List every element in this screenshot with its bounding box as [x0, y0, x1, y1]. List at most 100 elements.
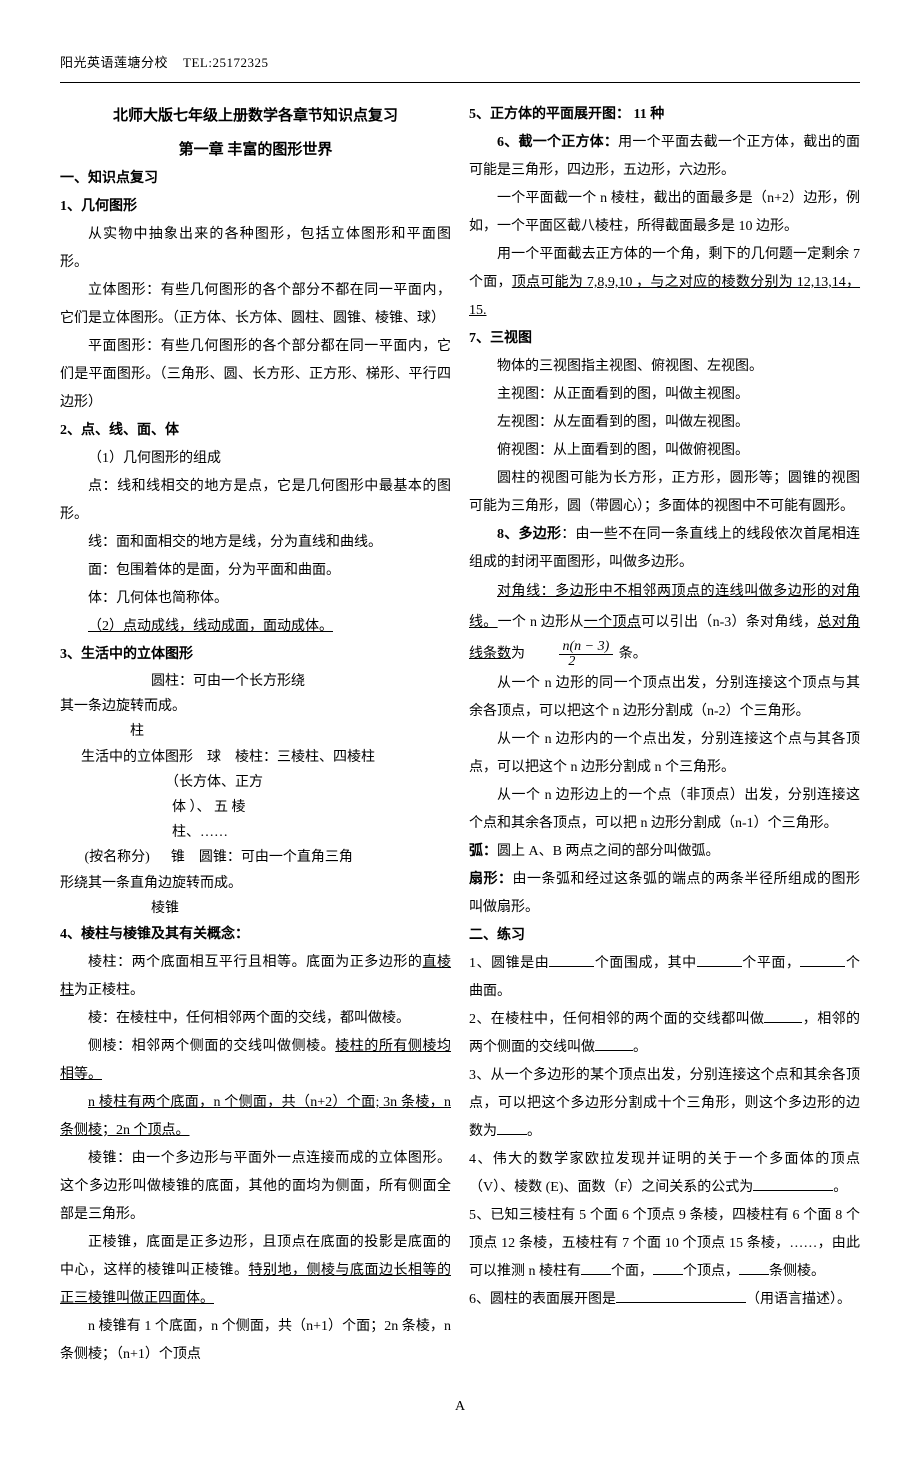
tree-l3: 生活中的立体图形 球 棱柱：三棱柱、四棱柱 — [60, 745, 451, 770]
p1c: 平面图形：有些几何图形的各个部分都在同一平面内，它们是平面图形。（三角形、圆、长… — [60, 333, 451, 417]
p4c-pre: 侧棱：相邻两个侧面的交线叫做侧棱。 — [88, 1039, 335, 1054]
q4a: 4、伟大的数学家欧拉发现并证明的关于一个多面体的顶点（V）、棱数 (E)、面数（… — [469, 1152, 860, 1195]
p6b: 一个平面截一个 n 棱柱，截出的面最多是（n+2）边形，例如，一个平面区截八棱柱… — [469, 185, 860, 241]
q1b: 个面围成，其中 — [594, 956, 696, 971]
q1c: 个平面， — [742, 956, 801, 971]
tree-l7b: 形绕其一条直角边旋转而成。 — [60, 871, 451, 896]
q1a: 1、圆锥是由 — [469, 956, 549, 971]
p8f-head: 弧： — [469, 844, 497, 859]
tree-l4: （长方体、正方 — [60, 770, 451, 795]
p8g-text: 由一条弧和经过这条弧的端点的两条半径所组成的图形叫做扇形。 — [469, 872, 860, 915]
p2-head: 2、点、线、面、体 — [60, 417, 451, 445]
q1-blank1[interactable] — [549, 966, 594, 967]
p7c: 左视图：从左面看到的图，叫做左视图。 — [469, 409, 860, 437]
p3-head: 3、生活中的立体图形 — [60, 641, 451, 669]
p8f-text: 圆上 A、B 两点之间的部分叫做弧。 — [497, 844, 719, 859]
q2-blank2[interactable] — [595, 1050, 633, 1051]
q1-blank3[interactable] — [800, 966, 845, 967]
p1-head: 1、几何图形 — [60, 193, 451, 221]
exercise-head: 二、练习 — [469, 922, 860, 950]
p2c: 线：面和面相交的地方是线，分为直线和曲线。 — [60, 529, 451, 557]
q3: 3、从一个多边形的某个顶点出发，分别连接这个点和其余各顶点，可以把这个多边形分割… — [469, 1062, 860, 1146]
q2c: 。 — [633, 1040, 647, 1055]
diagonal-formula: n(n − 3) 2 — [531, 639, 614, 670]
chapter-title: 第一章 丰富的图形世界 — [60, 135, 451, 165]
q6-blank[interactable] — [616, 1302, 746, 1303]
p7d: 俯视图：从上面看到的图，叫做俯视图。 — [469, 437, 860, 465]
p1a: 从实物中抽象出来的各种图形，包括立体图形和平面图形。 — [60, 221, 451, 277]
p4d: n 棱柱有两个底面，n 个侧面，共（n+2）个面; 3n 条棱，n 条侧棱；2n… — [60, 1089, 451, 1145]
school-name: 阳光英语莲塘分校 — [60, 55, 168, 70]
p4c: 侧棱：相邻两个侧面的交线叫做侧棱。棱柱的所有侧棱均相等。 — [60, 1033, 451, 1089]
q4: 4、伟大的数学家欧拉发现并证明的关于一个多面体的顶点（V）、棱数 (E)、面数（… — [469, 1146, 860, 1202]
page-footer-letter: A — [60, 1393, 860, 1421]
p4a-post: 为正棱柱。 — [74, 983, 144, 998]
header-divider — [60, 82, 860, 83]
p8g: 扇形：由一条弧和经过这条弧的端点的两条半径所组成的图形叫做扇形。 — [469, 866, 860, 922]
p2a: （1）几何图形的组成 — [60, 445, 451, 473]
p8b-post: 为 — [511, 646, 525, 661]
p2b: 点：线和线相交的地方是点，它是几何图形中最基本的图形。 — [60, 473, 451, 529]
p4a-pre: 棱柱：两个底面相互平行且相等。底面为正多边形的 — [88, 955, 422, 970]
p8-head: 8、多边形 — [497, 527, 561, 542]
q3b: 。 — [527, 1124, 541, 1139]
p4b: 棱：在棱柱中，任何相邻两个面的交线，都叫做棱。 — [60, 1005, 451, 1033]
p5-head: 5、正方体的平面展开图： — [469, 107, 630, 122]
q2a: 2、在棱柱中，任何相邻的两个面的交线都叫做 — [469, 1012, 764, 1027]
p6-head: 6、截一个正方体： — [497, 135, 618, 150]
p2d: 面：包围着体的是面，分为平面和曲面。 — [60, 557, 451, 585]
q6: 6、圆柱的表面展开图是 （用语言描述）。 — [469, 1286, 860, 1314]
q5: 5、已知三棱柱有 5 个面 6 个顶点 9 条棱，四棱柱有 6 个面 8 个顶点… — [469, 1202, 860, 1286]
q4-blank[interactable] — [753, 1190, 833, 1191]
q4b: 。 — [833, 1180, 847, 1195]
formula-numerator: n(n − 3) — [559, 639, 614, 655]
p6: 6、截一个正方体：用一个平面去截一个正方体，截出的面可能是三角形，四边形，五边形… — [469, 129, 860, 185]
p8f: 弧：圆上 A、B 两点之间的部分叫做弧。 — [469, 838, 860, 866]
tree-l2: 柱 — [60, 719, 451, 744]
p8: 8、多边形：由一些不在同一条直线上的线段依次首尾相连组成的封闭平面图形，叫做多边… — [469, 521, 860, 577]
p8b-u2: 一个顶点 — [584, 615, 641, 630]
p8c: 从一个 n 边形的同一个顶点出发，分别连接这个顶点与其余各顶点，可以把这个 n … — [469, 670, 860, 726]
tree-l8: 棱锥 — [60, 896, 451, 921]
two-column-layout: 北师大版七年级上册数学各章节知识点复习 第一章 丰富的图形世界 一、知识点复习 … — [60, 101, 860, 1369]
section-1-head: 一、知识点复习 — [60, 165, 451, 193]
p2f: （2）点动成线，线动成面，面动成体。 — [60, 613, 451, 641]
p8d: 从一个 n 边形内的一个点出发，分别连接这个点与其各顶点，可以把这个 n 边形分… — [469, 726, 860, 782]
q3-blank[interactable] — [497, 1134, 527, 1135]
tel-number: 25172325 — [212, 55, 268, 70]
q5d: 条侧棱。 — [769, 1264, 825, 1279]
q5-blank1[interactable] — [581, 1274, 611, 1275]
p5: 5、正方体的平面展开图： 11 种 — [469, 101, 860, 129]
p8b-mid2: 可以引出（n-3）条对角线， — [641, 615, 817, 630]
q5-blank3[interactable] — [739, 1274, 769, 1275]
right-column: 5、正方体的平面展开图： 11 种 6、截一个正方体：用一个平面去截一个正方体，… — [469, 101, 860, 1369]
p1b: 立体图形：有些几何图形的各个部分不都在同一平面内，它们是立体图形。（正方体、长方… — [60, 277, 451, 333]
tree-l5: 体 ）、 五 棱 — [60, 795, 451, 820]
p7b: 主视图：从正面看到的图，叫做主视图。 — [469, 381, 860, 409]
tree-l1: 圆柱：可由一个长方形绕 — [60, 669, 451, 694]
page-header: 阳光英语莲塘分校 TEL:25172325 — [60, 50, 860, 76]
q2: 2、在棱柱中，任何相邻的两个面的交线都叫做，相邻的两个侧面的交线叫做。 — [469, 1006, 860, 1062]
p4g: n 棱锥有 1 个底面，n 个侧面，共（n+1）个面；2n 条棱，n 条侧棱；（… — [60, 1313, 451, 1369]
p6c-u: 顶点可能为 7,8,9,10 ，与之对应的棱数分别为 12,13,14，15. — [469, 275, 860, 318]
main-title: 北师大版七年级上册数学各章节知识点复习 — [60, 101, 451, 131]
p4f: 正棱锥，底面是正多边形，且顶点在底面的投影是底面的中心，这样的棱锥叫正棱锥。特别… — [60, 1229, 451, 1313]
tel-label: TEL: — [183, 55, 212, 70]
q6b: （用语言描述）。 — [746, 1292, 851, 1307]
tree-l6: 柱、…… — [60, 820, 451, 845]
q5c: 个顶点， — [683, 1264, 739, 1279]
p7e: 圆柱的视图可能为长方形，正方形，圆形等；圆锥的视图可能为三角形，圆（带圆心）；多… — [469, 465, 860, 521]
p8g-head: 扇形： — [469, 872, 513, 887]
p6c: 用一个平面截去正方体的一个角，剩下的几何题一定剩余 7 个面，顶点可能为 7,8… — [469, 241, 860, 325]
q5-blank2[interactable] — [653, 1274, 683, 1275]
p2e: 体：几何体也简称体。 — [60, 585, 451, 613]
q6a: 6、圆柱的表面展开图是 — [469, 1292, 616, 1307]
q1: 1、圆锥是由个面围成，其中个平面，个曲面。 — [469, 950, 860, 1006]
q2-blank1[interactable] — [764, 1022, 802, 1023]
p8b-end: 条。 — [619, 646, 647, 661]
p4a: 棱柱：两个底面相互平行且相等。底面为正多边形的直棱柱为正棱柱。 — [60, 949, 451, 1005]
formula-denominator: 2 — [564, 654, 579, 669]
left-column: 北师大版七年级上册数学各章节知识点复习 第一章 丰富的图形世界 一、知识点复习 … — [60, 101, 451, 1369]
p4e: 棱锥：由一个多边形与平面外一点连接而成的立体图形。这个多边形叫做棱锥的底面，其他… — [60, 1145, 451, 1229]
q1-blank2[interactable] — [697, 966, 742, 967]
